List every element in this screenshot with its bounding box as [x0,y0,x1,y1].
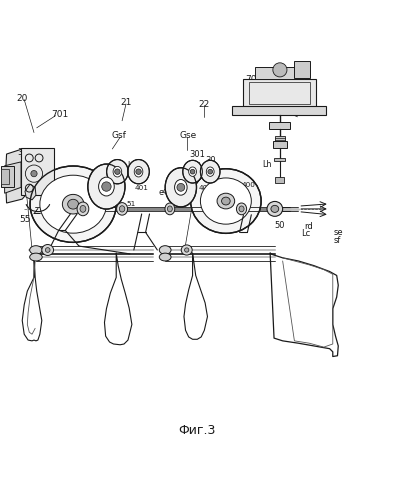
Text: 51: 51 [76,202,85,208]
Text: 401: 401 [198,185,212,191]
Ellipse shape [40,175,107,233]
Text: E2: E2 [218,194,229,202]
Text: 701: 701 [51,110,68,120]
Text: 23: 23 [264,98,275,108]
Text: 51: 51 [127,201,136,207]
Bar [275,177,284,182]
Text: 40: 40 [39,156,49,165]
Ellipse shape [77,202,89,215]
Ellipse shape [159,253,171,261]
Text: Lc: Lc [301,228,311,237]
Text: 51: 51 [227,203,236,209]
Ellipse shape [167,206,172,212]
Ellipse shape [30,166,116,242]
Ellipse shape [117,202,128,215]
Text: e: e [158,188,163,197]
Text: 401: 401 [135,185,149,191]
Ellipse shape [183,160,202,183]
Circle shape [177,184,185,192]
Text: sf: sf [334,236,341,245]
Bar [273,141,286,148]
Bar [21,148,54,195]
Ellipse shape [134,166,143,177]
Text: 400: 400 [164,183,178,189]
Text: 22: 22 [199,100,210,109]
Ellipse shape [165,168,196,207]
Text: 20: 20 [17,94,28,102]
Polygon shape [5,162,21,193]
Ellipse shape [107,160,128,184]
Circle shape [136,169,141,174]
Text: Lh: Lh [262,160,272,169]
Ellipse shape [88,164,125,209]
Ellipse shape [42,244,53,256]
Bar [275,136,285,142]
Text: 301: 301 [189,150,205,160]
Text: 50: 50 [274,221,285,230]
Polygon shape [25,184,36,200]
Circle shape [273,63,287,77]
Circle shape [31,170,37,177]
Ellipse shape [237,203,247,215]
Text: Lh: Lh [127,162,136,170]
Ellipse shape [217,193,235,209]
Circle shape [208,170,213,174]
Ellipse shape [200,178,252,224]
Ellipse shape [113,166,122,177]
Bar [1,166,15,188]
Ellipse shape [200,160,220,183]
Ellipse shape [239,206,244,212]
Ellipse shape [80,206,86,212]
Circle shape [102,182,111,192]
Ellipse shape [185,248,189,252]
Text: 30: 30 [20,156,30,165]
Bar [1,170,9,184]
Ellipse shape [119,206,125,212]
Ellipse shape [189,167,196,176]
Ellipse shape [62,194,84,214]
Text: 55: 55 [20,215,31,224]
Bar [255,67,304,79]
Ellipse shape [68,200,79,209]
Ellipse shape [222,197,230,205]
Bar [244,79,316,107]
Text: 400: 400 [59,182,73,188]
Ellipse shape [99,177,114,196]
Ellipse shape [128,160,149,184]
Circle shape [190,170,195,174]
Text: Gse: Gse [179,131,196,140]
Ellipse shape [191,168,261,234]
Text: E1: E1 [60,192,72,201]
Ellipse shape [30,246,42,254]
Text: Gsf: Gsf [111,131,126,140]
Text: 702: 702 [246,75,263,84]
Text: 40: 40 [161,189,171,195]
Bar [250,82,310,104]
Text: 30: 30 [205,156,216,165]
Ellipse shape [206,167,214,176]
Ellipse shape [271,206,279,212]
Ellipse shape [45,248,50,252]
Ellipse shape [267,202,283,216]
Ellipse shape [181,245,192,255]
Polygon shape [6,149,30,203]
Bar [294,61,310,78]
Text: 400: 400 [242,182,255,188]
Ellipse shape [30,253,42,261]
Bar [274,158,285,162]
Bar [232,106,326,115]
Ellipse shape [165,203,175,215]
Text: Lh: Lh [189,160,199,169]
Text: Фиг.3: Фиг.3 [178,424,215,438]
Text: rd: rd [304,222,312,231]
Circle shape [115,169,120,174]
Text: 301: 301 [17,148,33,158]
Text: se: se [334,228,343,237]
Ellipse shape [159,246,171,254]
Text: 21: 21 [120,98,132,108]
Ellipse shape [174,180,187,195]
Text: 51: 51 [170,190,179,196]
Bar [269,122,290,130]
